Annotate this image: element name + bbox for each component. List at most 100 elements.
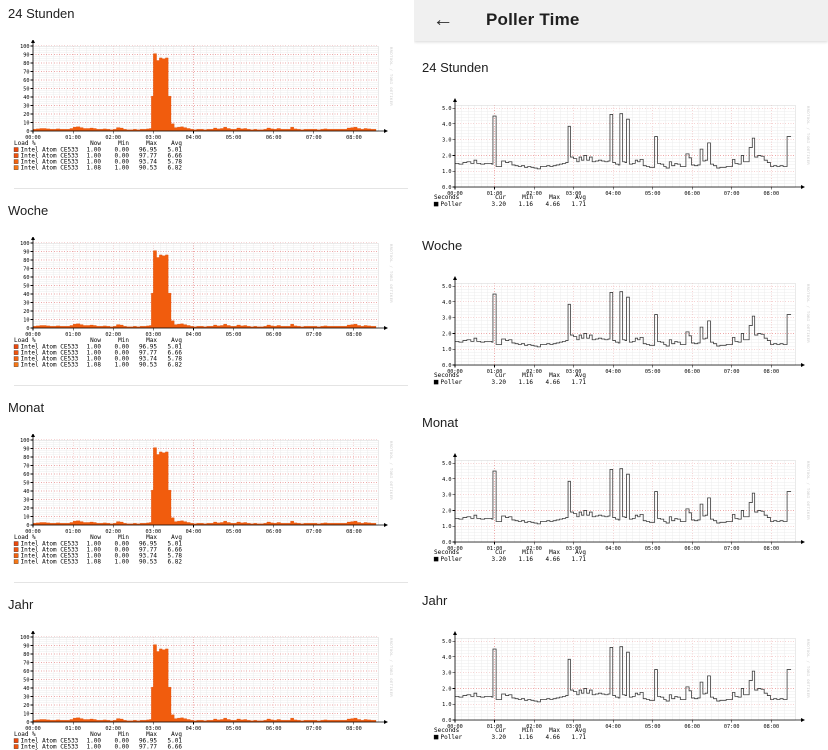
chart-text: 1.00 — [87, 356, 102, 363]
chart-text: 07:00 — [306, 726, 322, 732]
chart-text: 08:00 — [346, 135, 362, 141]
rrdtool-watermark: RRDTOOL / TOBI OETIKER — [389, 244, 394, 303]
chart-text: 0.0 — [442, 540, 451, 546]
chart-text: 00:00 — [25, 135, 41, 141]
chart-text: 04:00 — [605, 546, 621, 552]
chart-text: 1.00 — [115, 165, 130, 172]
chart-text: 00:00 — [25, 332, 41, 338]
chart-text: 05:00 — [645, 191, 661, 197]
chart-text: 97.77 — [139, 547, 157, 554]
chart-text: 5.78 — [168, 356, 183, 363]
chart-text: 1.0 — [442, 702, 451, 708]
chart-text: 0.00 — [115, 344, 130, 351]
poller-chart-svg: 00:00 01:00 02:00 03:00 04:00 05:00 06:00 07:00… — [433, 631, 811, 741]
chart-text: 1.71 — [572, 379, 587, 386]
cpu-load-graph-3[interactable]: 00:00 01:00 02:00 03:00 04:00 05:00 06:00 07:00… — [0, 631, 414, 750]
chart-text: 06:00 — [266, 529, 282, 535]
chart-text: 05:00 — [645, 724, 661, 730]
chart-text: 05:00 — [226, 135, 242, 141]
chart-text: 4.0 — [442, 122, 451, 128]
chart-text: 1.00 — [87, 738, 102, 745]
chart-text: 1.08 — [87, 362, 102, 369]
chart-text: 05:00 — [645, 546, 661, 552]
chart-text: 0.00 — [115, 547, 130, 554]
chart-text: 08:00 — [346, 529, 362, 535]
chart-text: Load % — [14, 140, 36, 147]
chart-text: 4.66 — [546, 734, 561, 741]
chart-text: Avg — [575, 372, 586, 379]
poller-time-graph-0[interactable]: 00:00 01:00 02:00 03:00 04:00 05:00 06:00 07:00… — [414, 92, 828, 214]
chart-text: 90 — [23, 249, 29, 255]
chart-text: Min — [118, 140, 129, 147]
chart-text: Avg — [575, 727, 586, 734]
back-arrow-icon[interactable]: ← — [432, 8, 454, 31]
chart-text: 40 — [23, 95, 29, 101]
chart-text: 6.66 — [168, 547, 183, 554]
chart-text: 5.78 — [168, 159, 183, 166]
chart-text: 50 — [23, 480, 29, 486]
chart-text: 1.00 — [87, 344, 102, 351]
chart-text: Now — [90, 534, 101, 541]
chart-text: Min — [118, 731, 129, 738]
cpu-load-graph-0[interactable]: 00:00 01:00 02:00 03:00 04:00 05:00 06:00 07:00… — [0, 40, 414, 180]
legend-color-swatch — [433, 556, 439, 562]
chart-text: Avg — [171, 337, 182, 344]
chart-text: 70 — [23, 463, 29, 469]
chart-text: 5.01 — [168, 738, 183, 745]
chart-text: 0 — [26, 129, 29, 135]
chart-text: 40 — [23, 292, 29, 298]
cpu-load-graph-2[interactable]: 00:00 01:00 02:00 03:00 04:00 05:00 06:00 07:00… — [0, 434, 414, 574]
chart-text: 0.00 — [115, 147, 130, 154]
chart-text: 04:00 — [186, 726, 202, 732]
chart-text: 04:00 — [186, 529, 202, 535]
left-column: 24 Stunden 00:00 01:00 02:00 03:00 04:00 05:00… — [0, 6, 414, 750]
chart-text: Max — [146, 731, 157, 738]
chart-text: Poller — [441, 556, 463, 563]
chart-text: 1.00 — [87, 350, 102, 357]
poller-time-graph-2[interactable]: 00:00 01:00 02:00 03:00 04:00 05:00 06:00 07:00… — [414, 447, 828, 569]
chart-text: 3.20 — [492, 556, 507, 563]
chart-text: 20 — [23, 703, 29, 709]
poller-time-graph-1[interactable]: 00:00 01:00 02:00 03:00 04:00 05:00 06:00 07:00… — [414, 270, 828, 392]
chart-text: Min — [522, 372, 533, 379]
legend-color-swatch — [13, 744, 19, 749]
chart-text: 90 — [23, 643, 29, 649]
chart-text: Cur — [495, 194, 506, 201]
chart-text: 06:00 — [684, 724, 700, 730]
legend-color-swatch — [13, 344, 19, 349]
chart-text: 5.78 — [168, 553, 183, 560]
chart-text: Now — [90, 140, 101, 147]
poller-time-graph-3[interactable]: 00:00 01:00 02:00 03:00 04:00 05:00 06:00 07:00… — [414, 625, 828, 747]
chart-text: 03:00 — [146, 135, 162, 141]
chart-text: 10 — [23, 711, 29, 717]
chart-text: 1.16 — [519, 556, 534, 563]
chart-text: 97.77 — [139, 350, 157, 357]
chart-text: Avg — [171, 140, 182, 147]
chart-text: 01:00 — [65, 529, 81, 535]
chart-text: 03:00 — [146, 726, 162, 732]
chart-text: 06:00 — [684, 546, 700, 552]
chart-text: 03:00 — [566, 724, 582, 730]
chart-text: 0.00 — [115, 350, 130, 357]
chart-text: Load % — [14, 534, 36, 541]
chart-text: 6.82 — [168, 362, 183, 369]
chart-text: 6.66 — [168, 153, 183, 160]
chart-text: Intel Atom CE533 — [21, 559, 79, 566]
legend-color-swatch — [13, 153, 19, 158]
rrdtool-watermark: RRDTOOL / TOBI OETIKER — [389, 47, 394, 106]
chart-text: 01:00 — [487, 546, 503, 552]
page-title: Poller Time — [486, 10, 580, 29]
chart-text: 07:00 — [724, 369, 740, 375]
chart-text: 3.0 — [442, 316, 451, 322]
chart-text: Avg — [575, 549, 586, 556]
chart-text: 90 — [23, 446, 29, 452]
section-divider — [14, 385, 408, 386]
right-section-label-0: 24 Stunden — [422, 60, 489, 75]
chart-text: Min — [118, 337, 129, 344]
chart-text: Now — [90, 731, 101, 738]
cpu-load-graph-1[interactable]: 00:00 01:00 02:00 03:00 04:00 05:00 06:00 07:00… — [0, 237, 414, 377]
legend-color-swatch — [13, 553, 19, 558]
chart-text: 0.00 — [115, 738, 130, 745]
chart-text: Intel Atom CE533 — [21, 356, 79, 363]
left-section-label-0: 24 Stunden — [8, 6, 75, 21]
